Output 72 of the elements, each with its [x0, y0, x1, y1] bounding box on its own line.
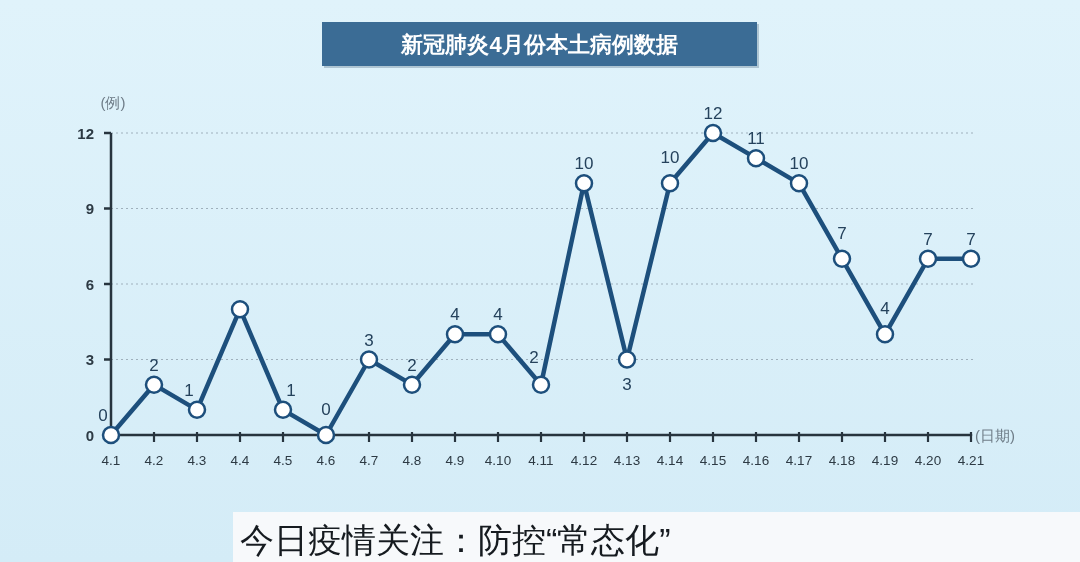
point [488, 325, 508, 344]
data-label: 3 [364, 330, 374, 350]
point [789, 174, 809, 193]
point [875, 325, 895, 344]
x-tick-label: 4.12 [570, 453, 598, 468]
point [144, 375, 164, 394]
y-tick-label: 3 [85, 351, 94, 368]
x-tick-label: 4.14 [656, 453, 684, 468]
x-tick-label: 4.6 [316, 453, 336, 468]
data-label: 1 [286, 380, 296, 400]
y-axis-title: (例) [100, 94, 126, 111]
data-label: 10 [574, 154, 594, 174]
data-label: 4 [880, 299, 890, 319]
x-tick-label: 4.18 [828, 453, 856, 468]
y-tick-label: 9 [85, 200, 94, 217]
point [359, 350, 379, 369]
point [574, 174, 594, 193]
point [531, 375, 551, 394]
point [746, 148, 766, 168]
point [316, 425, 336, 445]
data-label: 2 [407, 355, 417, 375]
data-label: 4 [450, 305, 460, 325]
data-label: 2 [149, 355, 159, 375]
data-label: 10 [660, 148, 680, 168]
data-label: 11 [747, 129, 765, 149]
data-label: 12 [703, 104, 723, 123]
x-tick-label: 4.10 [484, 453, 512, 468]
data-label: 10 [789, 154, 809, 174]
point [617, 350, 637, 369]
x-tick-label: 4.20 [914, 453, 942, 468]
point [660, 174, 680, 193]
data-label: 4 [493, 305, 503, 325]
x-tick-label: 4.5 [273, 453, 293, 468]
x-tick-label: 4.8 [402, 453, 422, 468]
x-tick-label: 4.19 [871, 453, 899, 468]
data-label: 2 [529, 347, 539, 367]
chart-title: 新冠肺炎4月份本土病例数据 [400, 32, 678, 57]
data-label: 0 [321, 400, 331, 419]
x-tick-label: 4.2 [144, 453, 164, 468]
x-tick-label: 4.11 [528, 453, 554, 468]
x-tick-label: 4.4 [230, 453, 250, 468]
data-label: 0 [98, 406, 108, 425]
data-label: 7 [923, 229, 933, 249]
x-tick-label: 4.13 [613, 453, 641, 468]
x-tick-label: 4.16 [742, 453, 770, 468]
point [961, 249, 981, 269]
y-tick-label: 0 [85, 426, 94, 444]
data-label: 7 [966, 229, 976, 249]
point [230, 299, 250, 319]
x-tick-label: 4.9 [445, 453, 465, 468]
annotation: 今日疫情关注：防控“常态化” [233, 512, 1080, 562]
point [918, 249, 938, 269]
point [273, 400, 293, 420]
point [445, 325, 465, 344]
data-label: 7 [837, 223, 847, 243]
point [703, 123, 723, 143]
data-label: 1 [184, 380, 194, 400]
point [101, 425, 121, 445]
data-label: 3 [622, 374, 632, 394]
y-tick-label: 12 [77, 124, 94, 142]
x-tick-label: 4.7 [359, 453, 379, 468]
x-axis-title: (日期) [975, 427, 1015, 444]
x-tick-label: 4.3 [187, 453, 207, 468]
point [402, 375, 422, 394]
title: 新冠肺炎4月份本土病例数据 [322, 22, 759, 68]
y-tick-label: 6 [85, 275, 94, 293]
x-tick-label: 4.1 [101, 453, 121, 468]
x-tick-label: 4.17 [785, 453, 813, 468]
point [832, 249, 852, 269]
x-tick-label: 4.21 [957, 453, 985, 468]
point [187, 400, 207, 420]
x-tick-label: 4.15 [699, 453, 727, 468]
